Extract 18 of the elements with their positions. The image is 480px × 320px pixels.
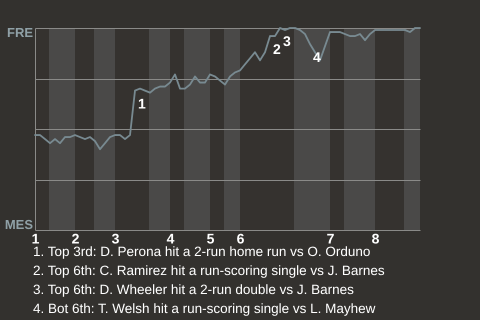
annotation: 3 bbox=[283, 33, 291, 49]
x-tick-label: 8 bbox=[372, 230, 380, 246]
x-tick-label: 6 bbox=[236, 230, 245, 246]
text: FRE bbox=[7, 25, 34, 40]
x-tick-label: 5 bbox=[206, 230, 215, 246]
x-tick-label: 2 bbox=[72, 230, 80, 246]
text: MES bbox=[4, 217, 34, 232]
text: 1. Top 3rd: D. Perona hit a 2-run home run vs O. Orduno bbox=[33, 244, 370, 259]
x-tick-label: 7 bbox=[326, 230, 335, 246]
x-tick-label: 1 bbox=[32, 230, 40, 246]
text: 3. Top 6th: D. Wheeler hit a 2-run double vs J. Barnes bbox=[33, 282, 354, 297]
x-tick-label: 3 bbox=[112, 230, 120, 246]
annotation: 4 bbox=[313, 49, 321, 66]
text: 2. Top 6th: C. Ramirez hit a run-scoring single vs J. Barnes bbox=[33, 263, 385, 278]
annotation: 1 bbox=[138, 96, 146, 112]
x-tick-label: 4 bbox=[166, 230, 175, 246]
annotation: 2 bbox=[273, 41, 281, 58]
text: 4. Bot 6th: T. Welsh hit a run-scoring single vs L. Mayhew bbox=[33, 301, 376, 316]
